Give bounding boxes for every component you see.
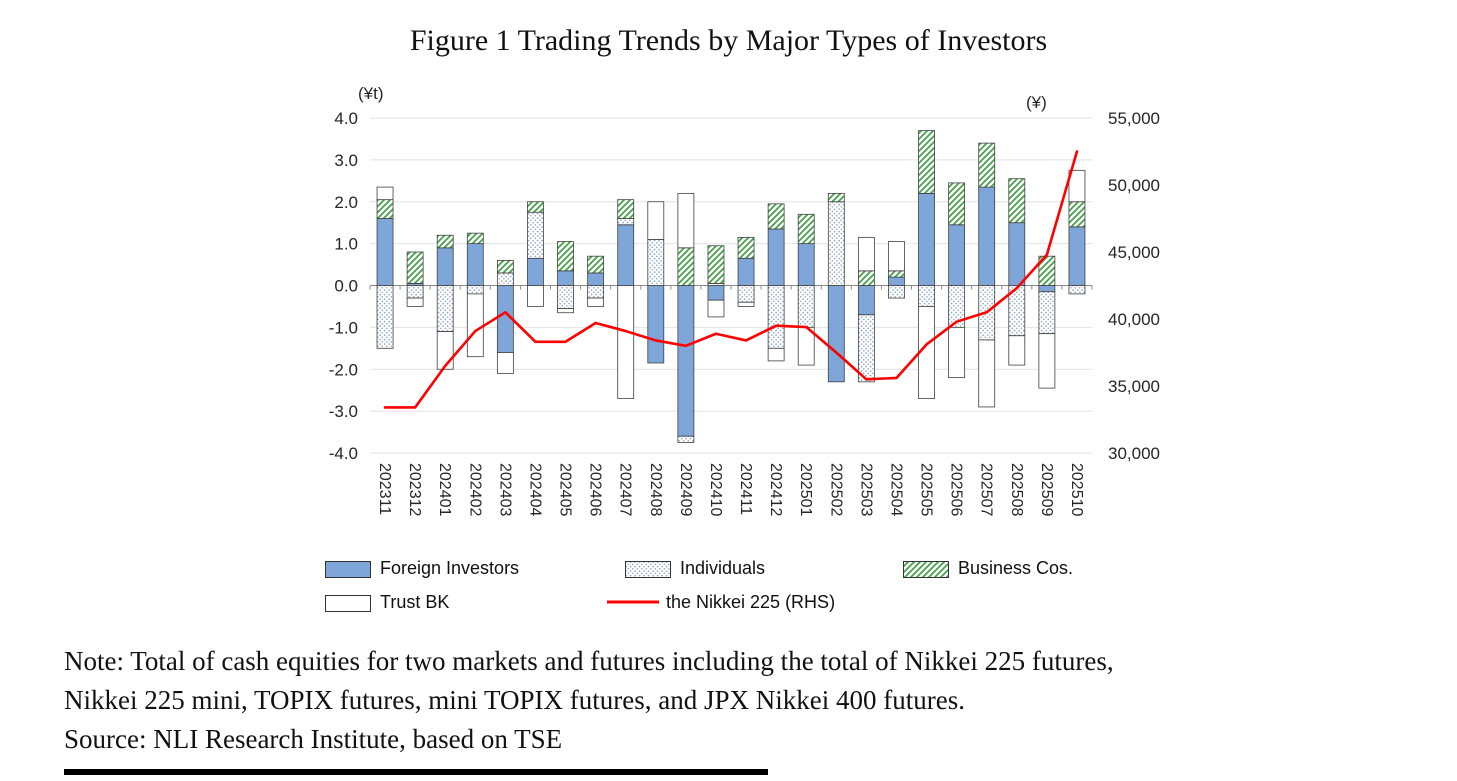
legend-label-trust-bk: Trust BK xyxy=(380,592,450,612)
svg-text:202312: 202312 xyxy=(406,463,423,516)
legend-swatch-individuals xyxy=(625,561,671,578)
svg-text:-3.0: -3.0 xyxy=(329,402,358,421)
svg-text:2.0: 2.0 xyxy=(334,193,358,212)
svg-text:202405: 202405 xyxy=(557,463,574,516)
nikkei-line xyxy=(383,150,1079,409)
svg-text:202409: 202409 xyxy=(677,463,694,516)
svg-text:1.0: 1.0 xyxy=(334,235,358,254)
svg-text:202510: 202510 xyxy=(1068,463,1085,516)
right-axis-unit-label: (¥) xyxy=(1026,93,1047,112)
svg-text:202408: 202408 xyxy=(647,463,664,516)
svg-text:202406: 202406 xyxy=(587,463,604,516)
legend-swatch-nikkei-line xyxy=(607,600,659,604)
svg-text:40,000: 40,000 xyxy=(1108,310,1160,329)
svg-text:202410: 202410 xyxy=(707,463,724,516)
svg-text:-4.0: -4.0 xyxy=(329,444,358,463)
svg-text:202311: 202311 xyxy=(376,463,393,515)
svg-text:202412: 202412 xyxy=(767,463,784,516)
svg-text:45,000: 45,000 xyxy=(1108,243,1160,262)
trading-trends-chart: 4.0 3.0 2.0 1.0 0.0 -1.0 -2.0 -3.0 -4.0 55,000 50,… xyxy=(329,109,1160,516)
chart-axis-labels: 4.0 3.0 2.0 1.0 0.0 -1.0 -2.0 -3.0 -4.0 55,000 50,… xyxy=(329,109,1160,516)
legend-swatch-foreign-investors xyxy=(325,561,371,578)
note-line-1: Note: Total of cash equities for two mar… xyxy=(64,646,1114,676)
svg-text:55,000: 55,000 xyxy=(1108,109,1160,128)
svg-text:30,000: 30,000 xyxy=(1108,444,1160,463)
svg-text:202407: 202407 xyxy=(617,463,634,516)
svg-text:4.0: 4.0 xyxy=(334,109,358,128)
svg-text:3.0: 3.0 xyxy=(334,151,358,170)
svg-text:50,000: 50,000 xyxy=(1108,176,1160,195)
svg-text:202502: 202502 xyxy=(827,463,844,516)
chart-title: Figure 1 Trading Trends by Major Types o… xyxy=(409,24,1048,57)
chart-bars xyxy=(376,130,1086,443)
svg-text:202505: 202505 xyxy=(918,463,935,516)
svg-text:0.0: 0.0 xyxy=(334,277,358,296)
svg-text:202404: 202404 xyxy=(526,463,543,516)
svg-text:-1.0: -1.0 xyxy=(329,318,358,337)
svg-text:202506: 202506 xyxy=(948,463,965,516)
note-block: Note: Total of cash equities for two mar… xyxy=(64,642,1434,759)
footer-divider xyxy=(64,769,768,775)
svg-text:202401: 202401 xyxy=(436,463,453,516)
legend-label-business-cos: Business Cos. xyxy=(958,558,1074,578)
legend-swatch-trust-bk xyxy=(325,595,371,612)
legend-label-nikkei-225: the Nikkei 225 (RHS) xyxy=(666,592,836,612)
svg-text:202403: 202403 xyxy=(496,463,513,516)
chart-gridlines xyxy=(369,117,1093,454)
legend-swatch-business-cos xyxy=(903,561,949,578)
source-line: Source: NLI Research Institute, based on… xyxy=(64,724,563,754)
svg-text:202504: 202504 xyxy=(887,463,904,516)
legend-label-individuals: Individuals xyxy=(680,558,766,578)
svg-text:202509: 202509 xyxy=(1038,463,1055,516)
svg-text:202501: 202501 xyxy=(797,463,814,516)
left-axis-unit-label: (¥t) xyxy=(358,84,384,103)
svg-text:-2.0: -2.0 xyxy=(329,360,358,379)
note-line-2: Nikkei 225 mini, TOPIX futures, mini TOP… xyxy=(64,685,965,715)
svg-text:202508: 202508 xyxy=(1008,463,1025,516)
svg-text:202503: 202503 xyxy=(857,463,874,516)
legend-label-foreign-investors: Foreign Investors xyxy=(380,558,520,578)
svg-text:202507: 202507 xyxy=(978,463,995,516)
svg-text:202411: 202411 xyxy=(737,463,754,515)
svg-text:202402: 202402 xyxy=(466,463,483,516)
svg-text:35,000: 35,000 xyxy=(1108,377,1160,396)
